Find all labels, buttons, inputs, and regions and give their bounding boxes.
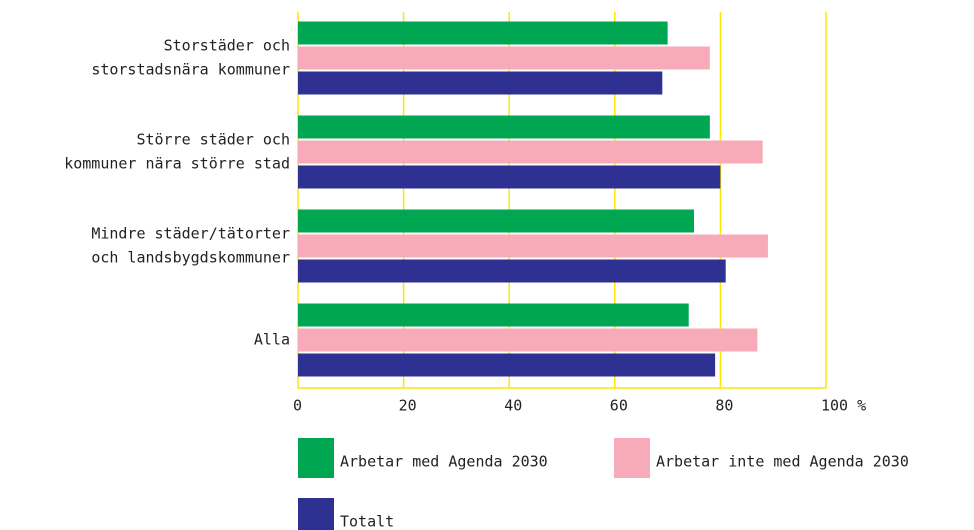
category-label: Mindre städer/tätorter: [91, 225, 290, 243]
bar: [298, 21, 668, 45]
x-tick-label: 80: [715, 397, 733, 415]
legend-label: Totalt: [340, 513, 394, 530]
bar: [298, 234, 768, 258]
x-tick-label: 20: [399, 397, 417, 415]
category-label: Storstäder och: [164, 37, 290, 55]
x-tick-label: 100 %: [821, 397, 866, 415]
bar: [298, 46, 710, 70]
bar: [298, 328, 758, 352]
legend-swatch: [614, 438, 650, 478]
category-label: storstadsnära kommuner: [91, 61, 290, 79]
legend-swatch: [298, 438, 334, 478]
bar: [298, 259, 726, 283]
x-tick-label: 40: [504, 397, 522, 415]
category-label: Större städer och: [136, 131, 290, 149]
legend-label: Arbetar inte med Agenda 2030: [656, 453, 909, 471]
bar: [298, 303, 689, 327]
legend-label: Arbetar med Agenda 2030: [340, 453, 548, 471]
bar: [298, 209, 694, 233]
bar: [298, 115, 710, 139]
bar: [298, 71, 663, 95]
category-label: Alla: [254, 331, 290, 349]
bar: [298, 353, 716, 377]
x-tick-label: 60: [610, 397, 628, 415]
bar: [298, 165, 721, 189]
category-label: och landsbygdskommuner: [91, 249, 290, 267]
legend-swatch: [298, 498, 334, 530]
category-label: kommuner nära större stad: [64, 155, 290, 173]
x-tick-label: 0: [293, 397, 302, 415]
bar: [298, 140, 763, 164]
